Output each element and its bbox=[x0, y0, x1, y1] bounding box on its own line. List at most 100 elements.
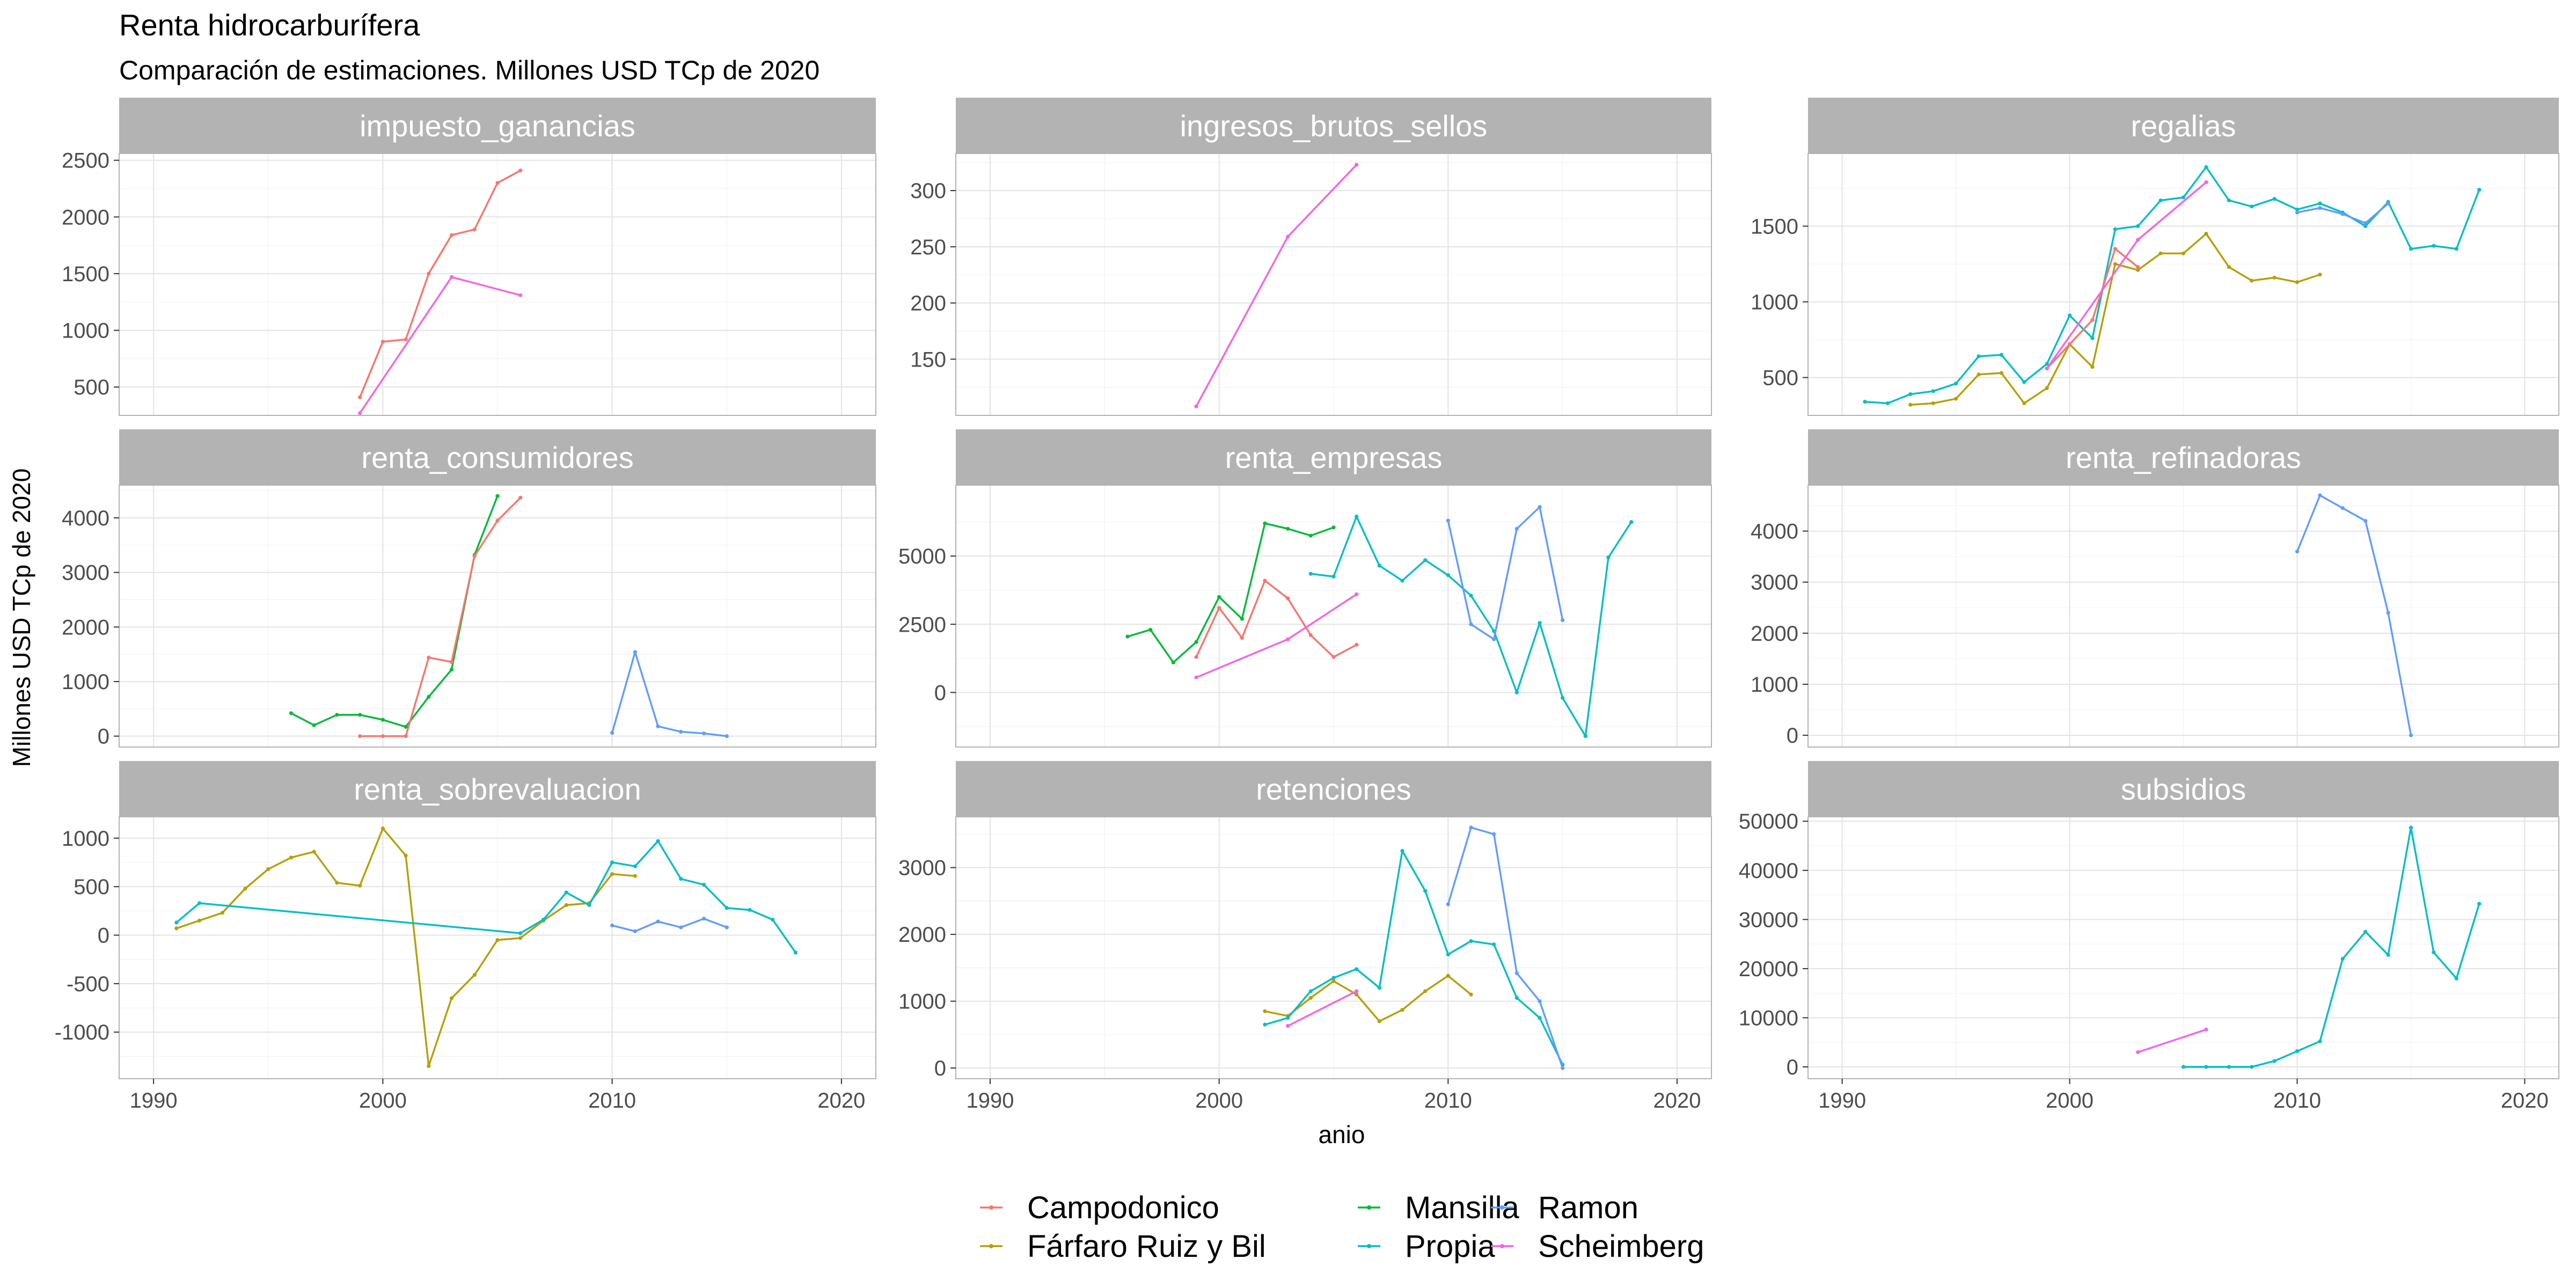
y-tick-label: 1000 bbox=[1751, 290, 1798, 314]
data-point bbox=[2113, 262, 2117, 266]
data-point bbox=[1400, 579, 1404, 583]
data-point bbox=[2272, 197, 2277, 201]
data-point bbox=[2295, 1049, 2300, 1053]
data-point bbox=[472, 973, 477, 977]
data-point bbox=[495, 518, 500, 523]
chart-title: Renta hidrocarburífera bbox=[119, 8, 420, 42]
data-point bbox=[2432, 950, 2436, 955]
data-point bbox=[449, 233, 454, 237]
data-point bbox=[380, 826, 385, 831]
data-point bbox=[1446, 952, 1450, 957]
data-point bbox=[2227, 1065, 2231, 1069]
data-point bbox=[2250, 279, 2254, 283]
data-point bbox=[1217, 606, 1221, 610]
x-tick-label: 2010 bbox=[2273, 1089, 2321, 1113]
data-point bbox=[1514, 690, 1519, 694]
data-point bbox=[518, 931, 523, 935]
data-point bbox=[335, 881, 339, 885]
data-point bbox=[656, 919, 660, 924]
data-point bbox=[2318, 201, 2322, 206]
data-point bbox=[679, 877, 683, 881]
data-point bbox=[748, 908, 752, 912]
data-point bbox=[449, 996, 454, 1000]
data-point bbox=[1469, 594, 1473, 598]
facet-strip bbox=[1808, 429, 2559, 485]
data-point bbox=[633, 929, 637, 933]
x-tick-label: 2000 bbox=[1195, 1089, 1243, 1113]
y-tick-label: 50000 bbox=[1739, 810, 1798, 833]
data-point bbox=[174, 920, 179, 925]
y-tick-label: 4000 bbox=[62, 507, 109, 530]
data-point bbox=[2113, 227, 2117, 231]
data-point bbox=[1240, 636, 1244, 640]
data-point bbox=[2432, 244, 2436, 248]
data-point bbox=[2204, 180, 2208, 185]
data-point bbox=[2022, 380, 2026, 384]
data-point bbox=[1148, 627, 1153, 632]
data-point bbox=[1286, 596, 1290, 601]
data-point bbox=[2136, 224, 2140, 228]
series-line-ramon bbox=[611, 651, 727, 737]
data-point bbox=[541, 917, 546, 922]
data-point bbox=[2318, 206, 2322, 210]
series-line-propia bbox=[2183, 826, 2480, 1068]
data-point bbox=[610, 860, 614, 865]
facet-grid: impuesto_ganancias5001000150020002500ing… bbox=[55, 98, 2559, 1113]
data-point bbox=[243, 887, 247, 891]
data-point bbox=[1240, 617, 1244, 621]
data-point bbox=[404, 853, 408, 858]
data-point bbox=[358, 713, 362, 717]
data-point bbox=[2363, 224, 2368, 228]
data-point bbox=[1125, 634, 1130, 639]
data-point bbox=[404, 724, 408, 729]
data-point bbox=[1885, 401, 1890, 406]
data-point bbox=[679, 729, 683, 734]
y-tick-label: -1000 bbox=[55, 1021, 109, 1044]
data-point bbox=[1355, 967, 1359, 971]
x-tick-label: 2000 bbox=[359, 1089, 407, 1113]
y-tick-label: 500 bbox=[74, 376, 109, 399]
y-tick-label: 250 bbox=[910, 236, 946, 259]
data-point bbox=[2090, 336, 2095, 340]
data-point bbox=[2363, 518, 2368, 523]
data-point bbox=[2363, 930, 2368, 934]
data-point bbox=[1953, 397, 1958, 401]
facet-strip-label: subsidios bbox=[2121, 772, 2246, 806]
y-tick-label: 0 bbox=[934, 1057, 946, 1080]
x-tick-label: 1990 bbox=[1818, 1089, 1866, 1113]
data-point bbox=[2409, 247, 2413, 251]
facet-renta_consumidores: renta_consumidores 0 1000 2000 3000 4000 bbox=[62, 429, 876, 749]
y-tick-label: 0 bbox=[1787, 724, 1798, 748]
data-point bbox=[358, 395, 362, 399]
data-point bbox=[380, 734, 385, 738]
legend-label: Propia bbox=[1405, 1229, 1495, 1264]
facet-strip bbox=[956, 761, 1711, 817]
data-point bbox=[2045, 386, 2049, 390]
y-tick-label: 500 bbox=[1762, 366, 1798, 390]
facet-strip-label: renta_consumidores bbox=[361, 441, 633, 474]
data-point bbox=[1446, 902, 1450, 906]
series-line-scheimberg bbox=[359, 276, 521, 414]
data-point bbox=[380, 718, 385, 722]
panel-border bbox=[955, 485, 1712, 748]
data-point bbox=[1977, 372, 1981, 377]
data-point bbox=[656, 724, 660, 728]
data-point bbox=[1423, 989, 1428, 993]
facet-strip-label: renta_sobrevaluacion bbox=[354, 772, 641, 806]
data-point bbox=[1331, 655, 1336, 659]
series-line-scheimberg bbox=[2138, 1028, 2207, 1053]
data-point bbox=[2022, 401, 2026, 406]
legend-key-point bbox=[1367, 1244, 1371, 1248]
data-point bbox=[427, 694, 431, 699]
series-line-ramon bbox=[612, 918, 727, 932]
y-tick-label: 1000 bbox=[1751, 673, 1798, 697]
y-tick-label: 4000 bbox=[1751, 520, 1798, 544]
data-point bbox=[1514, 996, 1519, 1000]
facet-renta_empresas: renta_empresas 0 2500 5000 bbox=[898, 429, 1712, 748]
data-point bbox=[449, 660, 454, 664]
data-point bbox=[518, 293, 523, 297]
data-point bbox=[1423, 889, 1428, 893]
facet-retenciones: retenciones 0 1000 2000 3000 1990 2000 2010 2020 bbox=[898, 761, 1712, 1113]
data-point bbox=[771, 917, 775, 922]
